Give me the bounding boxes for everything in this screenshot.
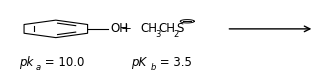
- Text: OH: OH: [110, 22, 128, 35]
- Text: S: S: [177, 22, 184, 35]
- Text: pK: pK: [131, 56, 146, 69]
- Text: +: +: [121, 22, 131, 35]
- Text: = 3.5: = 3.5: [156, 56, 191, 69]
- Text: a: a: [36, 63, 41, 72]
- Text: 3: 3: [156, 30, 161, 39]
- Text: = 10.0: = 10.0: [41, 56, 84, 69]
- Text: b: b: [151, 63, 156, 72]
- Text: CH: CH: [159, 22, 175, 35]
- Text: pk: pk: [19, 56, 33, 69]
- Text: CH: CH: [140, 22, 157, 35]
- Text: 2: 2: [174, 30, 179, 39]
